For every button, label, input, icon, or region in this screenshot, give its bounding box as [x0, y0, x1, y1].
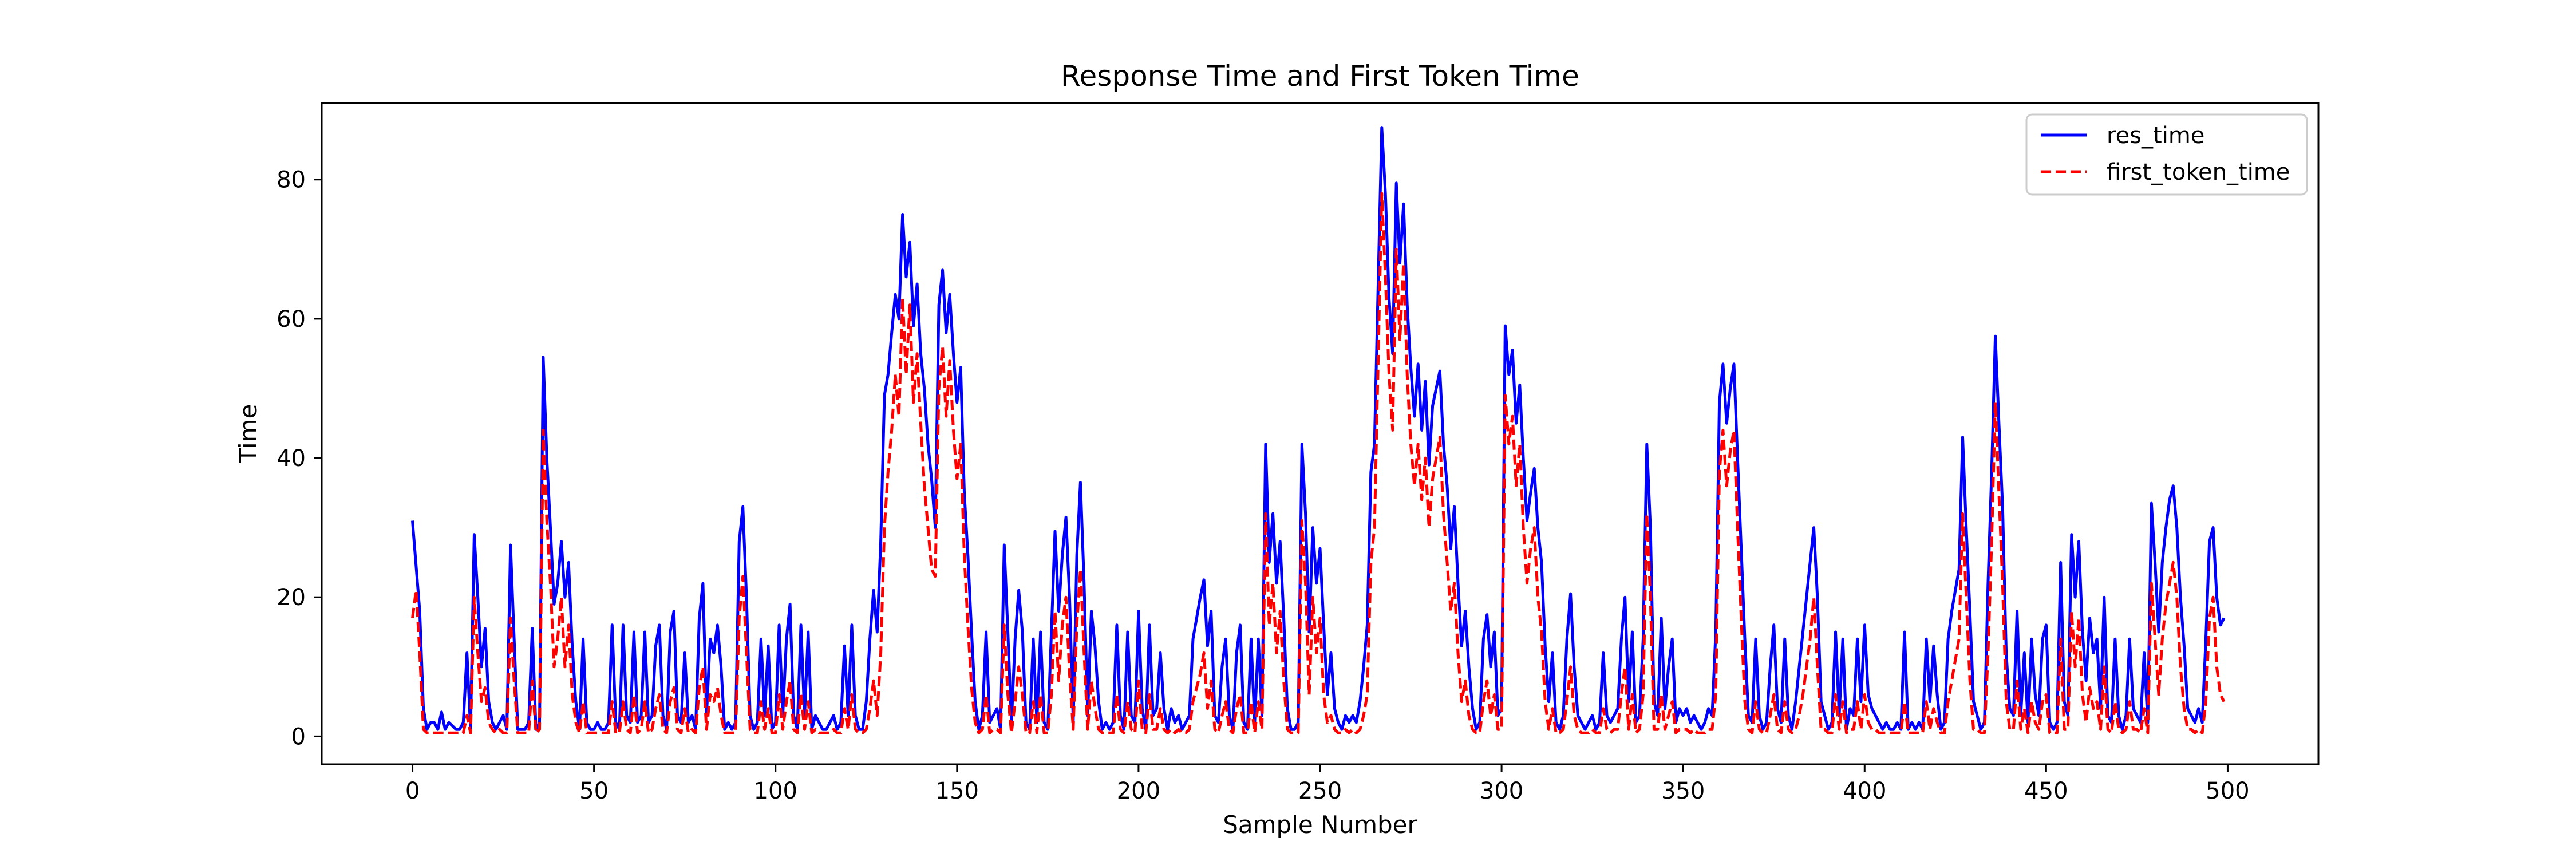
x-tick-label: 350 — [1661, 778, 1705, 804]
x-tick-label: 450 — [2024, 778, 2068, 804]
x-axis: 0 50 100 150 200 250 300 350 400 450 500 — [405, 764, 2250, 804]
x-axis-label: Sample Number — [1223, 811, 1417, 839]
legend: res_time first_token_time — [2025, 113, 2308, 196]
x-tick-label: 150 — [935, 778, 979, 804]
y-axis: 0 20 40 60 80 — [276, 167, 322, 750]
x-tick-label: 200 — [1117, 778, 1160, 804]
y-tick-label: 20 — [276, 584, 306, 611]
x-tick-label: 500 — [2206, 778, 2249, 804]
legend-box — [2025, 113, 2308, 196]
x-tick-label: 100 — [754, 778, 797, 804]
y-tick-label: 60 — [276, 306, 306, 333]
legend-label-res-time: res_time — [2107, 123, 2204, 149]
y-axis-label: Time — [234, 404, 262, 464]
plot-lines — [411, 126, 2226, 734]
x-tick-label: 50 — [579, 778, 609, 804]
x-tick-label: 400 — [1843, 778, 1886, 804]
y-tick-label: 0 — [291, 724, 306, 750]
x-tick-label: 250 — [1298, 778, 1342, 804]
x-tick-label: 300 — [1480, 778, 1523, 804]
x-tick-label: 0 — [405, 778, 420, 804]
y-tick-label: 40 — [276, 445, 306, 472]
chart-title: Response Time and First Token Time — [1061, 60, 1579, 93]
series-line-first-token-time — [411, 192, 2226, 734]
legend-label-first-token-time: first_token_time — [2107, 159, 2290, 185]
y-tick-label: 80 — [276, 167, 306, 193]
